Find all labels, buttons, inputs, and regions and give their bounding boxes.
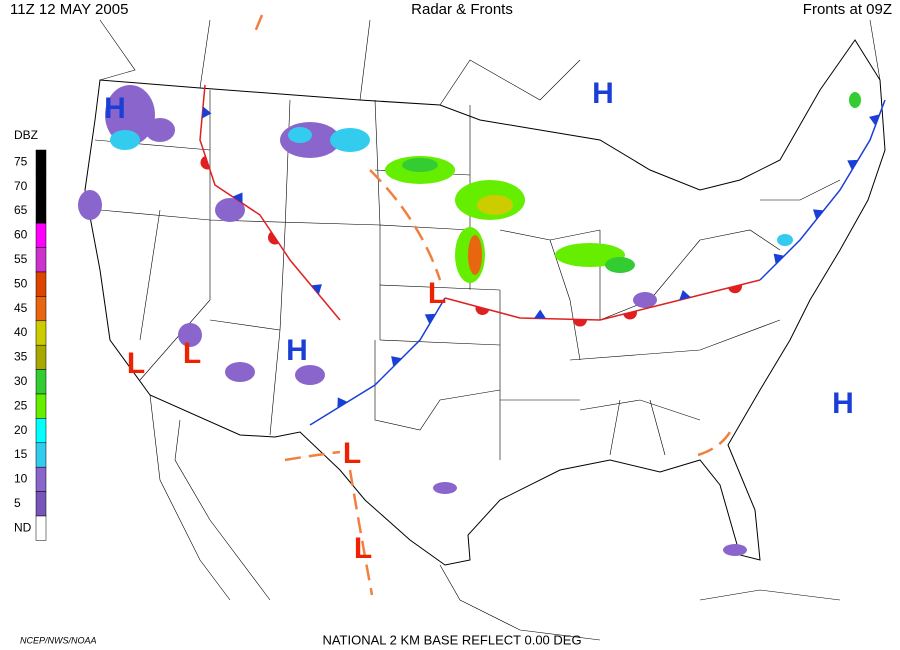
legend-swatch — [35, 491, 47, 517]
legend-label: 50 — [14, 276, 28, 290]
legend-label: ND — [14, 520, 32, 534]
pressure-centers: H H H H L L L L L — [104, 77, 854, 565]
legend-label: 60 — [14, 228, 28, 242]
radar-echoes — [78, 85, 861, 556]
pressure-center: L — [343, 437, 361, 470]
legend-title: DBZ — [14, 128, 38, 142]
legend-label: 70 — [14, 179, 28, 193]
troughs — [253, 14, 732, 596]
legend-label: 45 — [14, 301, 28, 315]
cold-front-triangle — [311, 284, 322, 295]
cold-front-triangle — [534, 309, 546, 319]
legend-label: 10 — [14, 472, 28, 486]
pressure-center: L — [127, 347, 145, 380]
legend-label: 65 — [14, 203, 28, 217]
legend-label: 55 — [14, 252, 28, 266]
map-outline — [84, 19, 886, 641]
warm-front-semicircle — [573, 319, 587, 327]
source-label: NCEP/NWS/NOAA — [20, 635, 97, 645]
pressure-center: L — [428, 277, 446, 310]
fronts — [199, 84, 886, 426]
pressure-center: H — [286, 334, 308, 367]
cold-front-triangle — [869, 114, 880, 126]
legend-label: 5 — [14, 496, 21, 510]
front-line — [444, 279, 761, 321]
legend: DBZ 75 70 65 60 55 50 45 40 35 30 25 20 15 10 5 ND — [14, 128, 47, 541]
legend-swatch — [35, 320, 47, 346]
title: Radar & Fronts — [411, 1, 513, 18]
legend-swatch — [35, 515, 47, 541]
warm-front-semicircle — [728, 284, 742, 294]
legend-swatch — [35, 393, 47, 419]
legend-swatch — [35, 149, 47, 175]
legend-swatch — [35, 344, 47, 370]
cold-front-triangle — [847, 159, 859, 171]
legend-swatch — [35, 198, 47, 224]
product-label: NATIONAL 2 KM BASE REFLECT 0.00 DEG — [322, 632, 581, 647]
cold-front-triangle — [337, 397, 348, 409]
cold-front-triangle — [773, 253, 785, 265]
pressure-center: L — [183, 337, 201, 370]
legend-label: 35 — [14, 350, 28, 364]
front-line — [759, 99, 886, 281]
legend-swatch — [35, 296, 47, 322]
cold-front-triangle — [679, 290, 691, 301]
cold-front-triangle — [424, 313, 436, 325]
pressure-center: H — [104, 92, 126, 125]
legend-swatch — [35, 247, 47, 273]
legend-swatch — [35, 174, 47, 200]
legend-label: 15 — [14, 447, 28, 461]
fronts-time: Fronts at 09Z — [803, 1, 892, 18]
legend-swatch — [35, 222, 47, 248]
cold-front-triangle — [391, 356, 402, 367]
cold-front-triangle — [201, 106, 212, 119]
cold-front-triangle — [812, 209, 824, 220]
warm-front-semicircle — [475, 306, 490, 315]
pressure-center: H — [832, 387, 854, 420]
legend-label: 75 — [14, 154, 28, 168]
pressure-center: L — [354, 532, 372, 565]
legend-label: 25 — [14, 398, 28, 412]
legend-swatch — [35, 369, 47, 395]
cold-front-triangle — [232, 192, 243, 204]
legend-label: 40 — [14, 325, 28, 339]
legend-swatch — [35, 442, 47, 468]
warm-front-semicircle — [623, 310, 637, 320]
time-label: 11Z 12 MAY 2005 — [10, 1, 128, 18]
warm-front-semicircle — [200, 155, 210, 170]
legend-swatch — [35, 466, 47, 492]
legend-label: 20 — [14, 423, 28, 437]
warm-front-semicircle — [268, 231, 279, 245]
legend-swatch — [35, 418, 47, 444]
pressure-center: H — [592, 77, 614, 110]
legend-label: 30 — [14, 374, 28, 388]
legend-swatch — [35, 271, 47, 297]
